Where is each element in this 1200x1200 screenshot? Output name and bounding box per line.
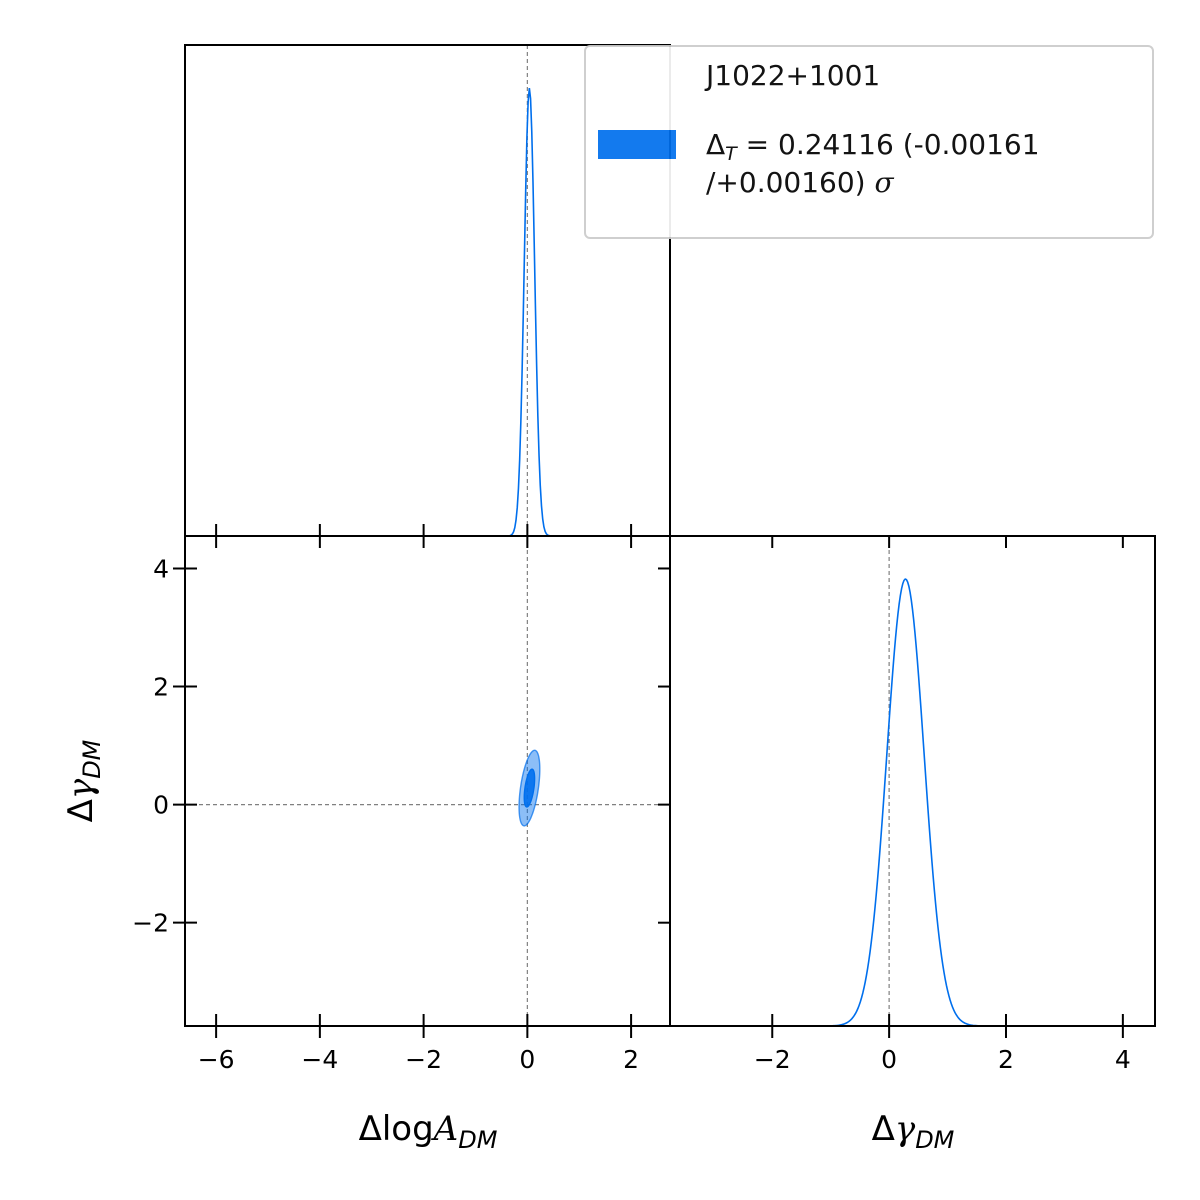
x-log-a-tick-label: 0 — [519, 1045, 535, 1074]
x-log-a-tick-label: −4 — [301, 1045, 338, 1074]
x-log-a-tick-label: 2 — [623, 1045, 639, 1074]
joint-x-ticks: −6 −4 −2 0 2 — [198, 1014, 639, 1074]
legend-title: J1022+1001 — [706, 59, 881, 92]
marginal-curve-gamma — [670, 578, 1155, 1026]
contour-1-sigma — [523, 768, 536, 808]
legend-swatch — [598, 130, 676, 159]
joint-frame — [184, 535, 671, 1027]
x-axis-label-gamma: ΔγDM — [872, 1109, 955, 1154]
legend: J1022+1001 ΔT = 0.24116 (-0.00161 /+0.00… — [584, 45, 1154, 239]
y-axis-label-gamma: ΔγDM — [61, 739, 106, 822]
y-gamma-tick-label: 2 — [153, 673, 169, 702]
x-gamma-tick-label: −2 — [754, 1045, 791, 1074]
joint-panel: −6 −4 −2 0 2 −2 0 2 4 — [132, 535, 671, 1074]
legend-stat-line-2: /+0.00160) σ — [706, 166, 894, 199]
x-gamma-tick-label: 2 — [998, 1045, 1014, 1074]
x-axis-label-log-a: ΔlogADM — [359, 1109, 498, 1154]
x-gamma-tick-label: 4 — [1115, 1045, 1131, 1074]
y-gamma-tick-label: −2 — [132, 909, 169, 938]
joint-y-ticks: −2 0 2 4 — [132, 554, 670, 938]
marginal-frame-gamma — [669, 535, 1156, 1027]
y-gamma-tick-label: 4 — [153, 554, 169, 583]
x-log-a-tick-label: −2 — [405, 1045, 442, 1074]
marginal-panel-gamma: −2 0 2 4 — [669, 535, 1156, 1074]
x-gamma-tick-label: 0 — [881, 1045, 897, 1074]
legend-stat-line-1: ΔT = 0.24116 (-0.00161 — [706, 128, 1040, 165]
x-log-a-tick-label: −6 — [198, 1045, 235, 1074]
marginal-log-a-x-ticks — [215, 524, 633, 548]
y-gamma-tick-label: 0 — [153, 791, 169, 820]
marginal-gamma-x-ticks: −2 0 2 4 — [754, 536, 1131, 1074]
legend-text: J1022+1001 ΔT = 0.24116 (-0.00161 /+0.00… — [706, 57, 1040, 202]
